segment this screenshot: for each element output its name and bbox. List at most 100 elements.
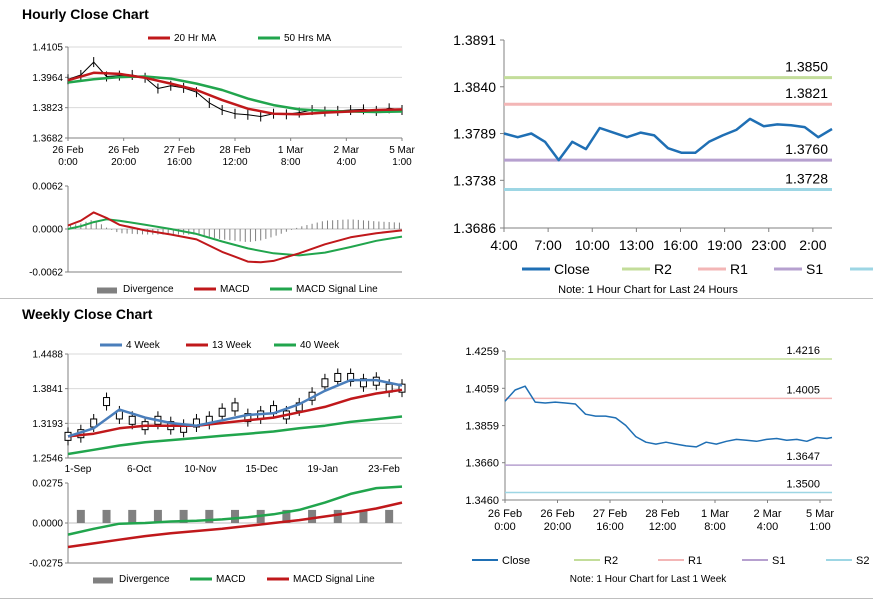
- hourly-sr-legend-label: Close: [554, 261, 590, 277]
- weekly-divergence-bar: [231, 509, 239, 523]
- weekly-sr-y-tick-label: 1.3660: [465, 458, 499, 470]
- weekly-candle-body: [244, 413, 252, 423]
- weekly-divergence-bar: [333, 509, 342, 523]
- weekly-sr-legend-label: S1: [772, 555, 785, 567]
- hourly-sr-x-tick-label: 4:00: [490, 237, 517, 253]
- weekly-price-legend-label: 4 Week: [126, 340, 161, 351]
- weekly-divergence-bar: [102, 509, 111, 523]
- hourly-macd-legend-label: MACD: [220, 284, 249, 295]
- weekly-price-legend-label: 13 Week: [212, 340, 252, 351]
- weekly-sr-legend-label: Close: [502, 555, 530, 567]
- weekly-divergence-bar: [128, 509, 137, 523]
- hourly-sr-level-label-r1: 1.3821: [785, 85, 828, 101]
- weekly-sr-x-tick-label: 4:00: [757, 521, 778, 533]
- weekly-price-y-tick-label: 1.4488: [32, 350, 63, 361]
- weekly-macd-legend-swatch: [93, 577, 113, 584]
- weekly-sr-x-tick-label: 20:00: [544, 521, 572, 533]
- hourly-price-y-tick-label: 1.4105: [32, 43, 63, 54]
- weekly-sr-x-tick-label: 0:00: [494, 521, 515, 533]
- hourly-price-y-tick-label: 1.3964: [32, 73, 63, 84]
- weekly-candle-body: [218, 407, 226, 417]
- weekly-macd-legend-label: Divergence: [119, 574, 170, 585]
- hourly-macd-y-tick-label: 0.0062: [32, 182, 63, 193]
- weekly-macd-line: [67, 485, 403, 536]
- weekly-sr-legend-label: S2: [856, 555, 869, 567]
- hourly-macd-y-tick-label: -0.0062: [29, 268, 63, 279]
- hourly-price-x-tick-label: 26 Feb: [108, 145, 140, 156]
- hourly-price-legend-label: 50 Hrs MA: [284, 33, 332, 44]
- weekly-macd-y-tick-label: 0.0000: [32, 519, 63, 530]
- weekly-price-x-tick-label: 23-Feb: [368, 464, 400, 475]
- weekly-sr-x-tick-label: 27 Feb: [593, 508, 627, 520]
- section-divider: [0, 298, 873, 299]
- weekly-sr-y-tick-label: 1.3859: [465, 421, 499, 433]
- weekly-sr-x-tick-label: 26 Feb: [540, 508, 574, 520]
- weekly-price-x-tick-label: 6-Oct: [127, 464, 152, 475]
- weekly-macd-legend-label: MACD Signal Line: [293, 574, 375, 585]
- hourly-price-x-tick-label: 2 Mar: [334, 145, 360, 156]
- weekly-price-x-tick-label: 15-Dec: [245, 464, 277, 475]
- weekly-candle-body: [398, 383, 406, 393]
- weekly-sr-legend-label: R1: [688, 555, 702, 567]
- weekly-sr-x-tick-label: 8:00: [704, 521, 725, 533]
- hourly-sr-x-tick-label: 23:00: [751, 237, 786, 253]
- hourly-price-x-tick-label: 4:00: [337, 157, 357, 168]
- weekly-sr-level-label-s2: 1.3500: [786, 479, 820, 491]
- weekly-macd-y-tick-label: 0.0275: [32, 479, 63, 490]
- hourly-section-title: Hourly Close Chart: [22, 6, 149, 22]
- weekly-sr-close-line: [504, 385, 833, 448]
- weekly-price-x-tick-label: 10-Nov: [184, 464, 216, 475]
- weekly-sr-x-tick-label: 26 Feb: [488, 508, 522, 520]
- weekly-sr-level-label-s1: 1.3647: [786, 451, 820, 463]
- hourly-price-x-tick-label: 12:00: [222, 157, 247, 168]
- hourly-price-y-tick-label: 1.3823: [32, 103, 63, 114]
- hourly-price-x-tick-label: 1 Mar: [278, 145, 304, 156]
- hourly-sr-y-tick-label: 1.3738: [453, 172, 496, 188]
- hourly-sr-x-tick-label: 7:00: [535, 237, 562, 253]
- hourly-sr-y-tick-label: 1.3686: [453, 220, 496, 236]
- weekly-price-legend-label: 40 Week: [300, 340, 340, 351]
- weekly-candle-body: [192, 418, 200, 428]
- hourly-sr-x-tick-label: 19:00: [707, 237, 742, 253]
- hourly-price-x-tick-label: 27 Feb: [164, 145, 196, 156]
- weekly-candle-body: [103, 397, 111, 407]
- hourly-sr-legend-label: R2: [654, 261, 672, 277]
- bottom-divider: [0, 598, 873, 599]
- hourly-macd-legend-label: MACD Signal Line: [296, 284, 378, 295]
- weekly-section-title: Weekly Close Chart: [22, 306, 153, 322]
- hourly-price-x-tick-label: 1:00: [392, 157, 412, 168]
- hourly-sr-legend-label: S1: [806, 261, 823, 277]
- hourly-sr-x-tick-label: 16:00: [663, 237, 698, 253]
- hourly-sr-y-tick-label: 1.3789: [453, 126, 496, 142]
- weekly-sr-x-tick-label: 28 Feb: [645, 508, 679, 520]
- weekly-candle-body: [128, 415, 136, 425]
- weekly-macd-legend-label: MACD: [216, 574, 245, 585]
- weekly-divergence-bar: [76, 509, 85, 523]
- hourly-price-x-tick-label: 5 Mar: [389, 145, 415, 156]
- hourly-macd-legend-swatch: [97, 287, 117, 294]
- hourly-price-x-tick-label: 16:00: [167, 157, 192, 168]
- hourly-sr-legend-label: R1: [730, 261, 748, 277]
- hourly-ma50-line: [67, 75, 403, 114]
- hourly-price-x-tick-label: 0:00: [58, 157, 78, 168]
- hourly-sr-y-tick-label: 1.3840: [453, 79, 496, 95]
- hourly-macd-signal-line: [67, 218, 403, 257]
- weekly-sr-y-tick-label: 1.3460: [465, 495, 499, 507]
- weekly-sr-level-label-r1: 1.4005: [786, 384, 820, 396]
- hourly-sr-note: Note: 1 Hour Chart for Last 24 Hours: [558, 284, 738, 296]
- weekly-candle-body: [347, 372, 355, 382]
- weekly-divergence-bar: [179, 509, 188, 523]
- hourly-sr-close-line: [503, 117, 833, 162]
- weekly-price-x-tick-label: 19-Jan: [308, 464, 339, 475]
- weekly-divergence-bar: [205, 509, 214, 523]
- hourly-price-legend-label: 20 Hr MA: [174, 33, 217, 44]
- weekly-price-y-tick-label: 1.2546: [32, 454, 63, 465]
- weekly-sr-x-tick-label: 1 Mar: [701, 508, 729, 520]
- weekly-sr-y-tick-label: 1.4059: [465, 383, 499, 395]
- hourly-sr-level-label-r2: 1.3850: [785, 59, 828, 75]
- hourly-sr-level-label-s2: 1.3728: [785, 170, 828, 186]
- hourly-ma20-line: [67, 71, 403, 116]
- weekly-divergence-bar: [282, 509, 291, 523]
- weekly-candle-body: [334, 372, 342, 382]
